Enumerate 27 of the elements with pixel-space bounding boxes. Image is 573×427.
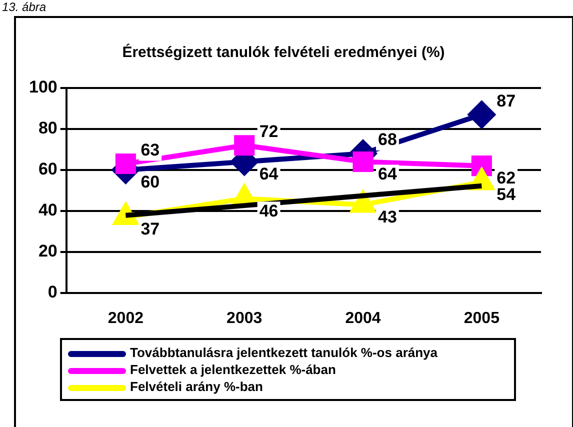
text: 13. ábra <box>2 0 46 14</box>
data-label: 64 <box>378 164 398 184</box>
data-label: 37 <box>140 220 160 239</box>
data-label: 68 <box>378 130 397 150</box>
y-tick-label: 80 <box>38 118 58 138</box>
x-tick-label: 2002 <box>108 310 144 327</box>
data-label: 43 <box>378 207 397 226</box>
chart-title: Érettségizett tanulók felvételi eredményei (%) <box>122 43 445 62</box>
data-label: 64 <box>259 164 279 184</box>
data-label: 87 <box>496 91 516 110</box>
legend-label: Felvettek a jelentkezettek %-ában <box>130 362 336 377</box>
x-tick-label: 2005 <box>464 310 500 327</box>
data-label: 46 <box>259 201 278 220</box>
y-tick-label: 40 <box>38 200 58 220</box>
legend-label: Továbbtanulásra jelentkezett tanulók %-os aránya <box>130 345 438 360</box>
y-tick-label: 60 <box>38 160 58 179</box>
x-tick-label: 2004 <box>345 310 381 327</box>
data-label: 60 <box>140 172 160 192</box>
data-label: 72 <box>259 122 278 142</box>
x-tick-label: 2003 <box>226 310 262 327</box>
y-tick-label: 20 <box>38 242 58 261</box>
data-label: 63 <box>140 140 160 160</box>
y-tick-label: 0 <box>48 282 58 302</box>
data-label: 62 <box>496 168 516 188</box>
y-tick-label: 100 <box>28 78 58 97</box>
data-label: 54 <box>496 184 516 204</box>
legend-label: Felvételi arány %-ban <box>130 379 263 394</box>
